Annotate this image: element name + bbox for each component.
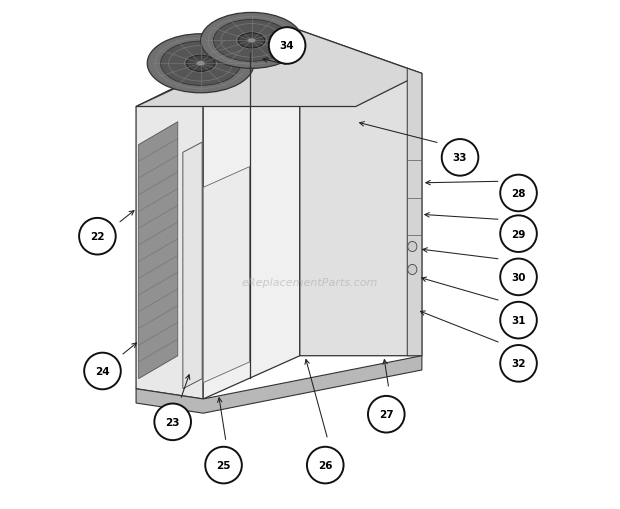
Ellipse shape [408, 242, 417, 252]
Polygon shape [136, 74, 203, 399]
Polygon shape [300, 31, 422, 356]
Ellipse shape [213, 20, 290, 62]
Ellipse shape [201, 13, 303, 69]
Polygon shape [139, 123, 178, 379]
Ellipse shape [247, 39, 255, 44]
Text: 29: 29 [512, 229, 526, 239]
Circle shape [500, 302, 537, 339]
Text: 23: 23 [166, 417, 180, 427]
Circle shape [269, 28, 306, 65]
Circle shape [500, 346, 537, 382]
Text: 33: 33 [453, 153, 467, 163]
Text: 32: 32 [512, 359, 526, 369]
Circle shape [205, 447, 242, 484]
Text: 25: 25 [216, 460, 231, 470]
Polygon shape [136, 356, 422, 413]
Circle shape [154, 404, 191, 440]
Ellipse shape [197, 62, 205, 67]
Circle shape [84, 353, 121, 389]
Ellipse shape [408, 265, 417, 275]
Ellipse shape [147, 35, 254, 94]
Text: 28: 28 [512, 189, 526, 199]
Polygon shape [183, 143, 202, 389]
Text: 24: 24 [95, 366, 110, 376]
Text: 31: 31 [512, 316, 526, 325]
Text: 27: 27 [379, 409, 394, 419]
Text: eReplacementParts.com: eReplacementParts.com [242, 277, 378, 288]
Circle shape [79, 218, 116, 255]
Circle shape [500, 259, 537, 296]
Circle shape [307, 447, 343, 484]
Circle shape [441, 140, 479, 176]
Text: 34: 34 [280, 41, 294, 51]
Ellipse shape [161, 42, 241, 86]
Circle shape [368, 396, 405, 433]
Circle shape [500, 216, 537, 252]
Text: 26: 26 [318, 460, 332, 470]
Text: 22: 22 [90, 232, 105, 242]
Ellipse shape [187, 56, 215, 72]
Polygon shape [203, 31, 300, 399]
Polygon shape [203, 167, 250, 383]
Text: 30: 30 [512, 272, 526, 282]
Circle shape [500, 175, 537, 212]
Polygon shape [407, 69, 422, 356]
Ellipse shape [238, 34, 265, 49]
Polygon shape [136, 31, 422, 107]
